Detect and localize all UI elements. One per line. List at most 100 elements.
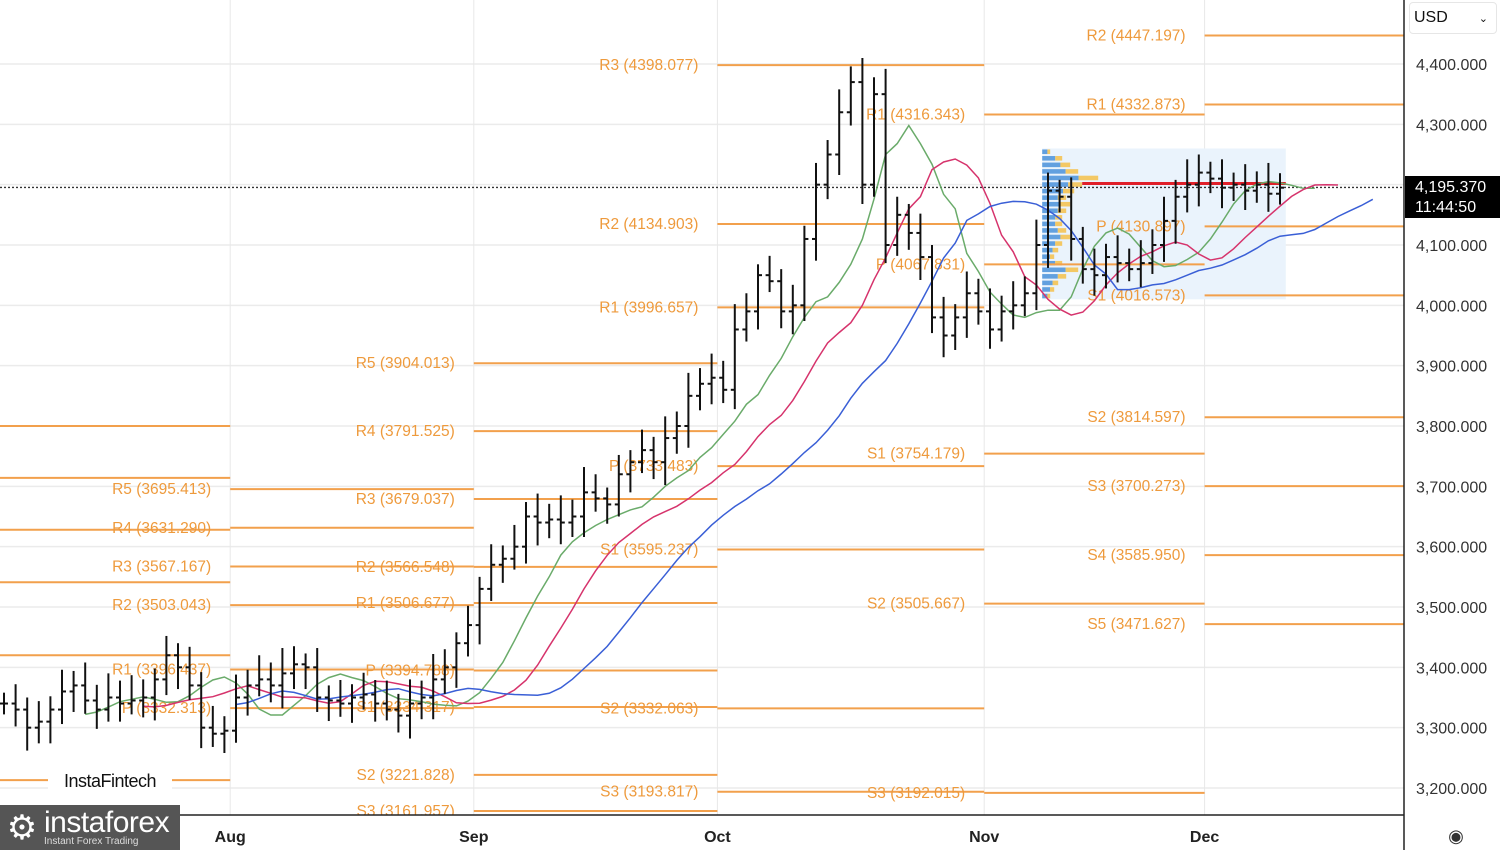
volume-profile-bar-sell (1055, 260, 1063, 266)
ohlc-bar (69, 670, 78, 712)
volume-profile-bar-sell (1068, 182, 1083, 187)
volume-profile-bar (1042, 267, 1066, 273)
ohlc-bar (429, 654, 438, 720)
ohlc-bar (916, 213, 925, 280)
volume-profile-bar-sell (1065, 267, 1079, 273)
ohlc-bar (116, 680, 124, 722)
ohlc-bar (1055, 179, 1064, 213)
pivot-label: R3 (4398.077) (599, 57, 698, 74)
pivot-label: R3 (3567.167) (112, 558, 211, 575)
ohlc-bar (0, 692, 8, 715)
ohlc-bar (23, 697, 32, 751)
volume-profile-bar-sell (1055, 156, 1063, 161)
ohlc-bar (696, 368, 704, 411)
pivot-label: R1 (4316.343) (866, 106, 965, 123)
pivot-label: S4 (3585.950) (1087, 547, 1185, 564)
volume-profile-bar (1042, 149, 1048, 155)
volume-profile-bar (1042, 280, 1053, 286)
ohlc-bar (812, 162, 820, 261)
ohlc-bar (1160, 196, 1168, 262)
volume-profile-bar (1042, 175, 1079, 181)
ohlc-bar (754, 264, 762, 330)
x-tick-label: Sep (459, 829, 489, 846)
y-tick-label: 3,700.000 (1416, 479, 1487, 496)
ohlc-bar (672, 411, 681, 454)
ohlc-bar (243, 669, 252, 716)
ohlc-bar (1218, 159, 1226, 209)
chevron-down-icon: ⌄ (1478, 12, 1488, 25)
ohlc-bar (290, 646, 298, 690)
chart-settings-icon[interactable]: ◉ (1448, 826, 1464, 846)
ohlc-bar (603, 487, 612, 524)
y-tick-label: 4,300.000 (1416, 117, 1487, 134)
ohlc-bar (58, 669, 66, 725)
ohlc-bar (858, 57, 867, 204)
ohlc-bar (1020, 276, 1029, 317)
ohlc-bar (719, 360, 728, 404)
ohlc-bar (823, 140, 832, 200)
ohlc-bar (533, 493, 542, 546)
ohlc-bar (266, 662, 275, 703)
currency-select[interactable]: USD ⌄ (1409, 2, 1497, 34)
pivot-label: S3 (3700.273) (1087, 478, 1185, 495)
ohlc-bar (1206, 161, 1215, 194)
instafintech-watermark: InstaFintech (48, 762, 172, 800)
ohlc-bar (1113, 235, 1122, 283)
ohlc-bar (382, 680, 391, 721)
ohlc-bar (348, 684, 356, 723)
ohlc-bar (893, 196, 902, 256)
ohlc-bar (359, 672, 368, 710)
ohlc-bar (92, 684, 101, 729)
ohlc-bar (475, 576, 484, 645)
volume-profile-bar-sell (1065, 169, 1079, 174)
ohlc-bar (255, 655, 264, 697)
volume-profile-bar-sell (1063, 188, 1075, 194)
pivot-label: S3 (3193.817) (600, 784, 698, 801)
ohlc-bar (1252, 171, 1261, 203)
pivot-label: R1 (3506.677) (356, 595, 455, 612)
pivot-label: R5 (3904.013) (356, 355, 455, 372)
pivot-label: S1 (4016.573) (1087, 287, 1185, 304)
ohlc-bar (1276, 173, 1284, 205)
pivot-label: S1 (3754.179) (867, 446, 965, 463)
ohlc-bar (510, 524, 519, 570)
ohlc-bar (962, 271, 971, 338)
x-tick-label: Oct (704, 829, 731, 846)
ohlc-bar (1032, 219, 1041, 311)
pivot-label: S2 (3814.597) (1087, 409, 1185, 426)
ohlc-bar (568, 499, 577, 538)
ohlc-bar (371, 679, 380, 722)
ohlc-bar (1009, 281, 1018, 330)
volume-profile-bar-sell (1047, 293, 1051, 299)
pivot-label: R5 (3695.413) (112, 481, 211, 498)
volume-profile-bar (1042, 274, 1058, 279)
pivot-label: S3 (3161.957) (357, 803, 455, 820)
ohlc-bar (951, 304, 960, 350)
volume-profile-bar-sell (1057, 274, 1067, 279)
pivot-label: S1 (3334.317) (357, 699, 455, 716)
pivot-label: R1 (3996.657) (599, 299, 698, 316)
ohlc-bar (649, 436, 658, 480)
ohlc-bar (870, 77, 878, 197)
volume-profile-bar (1042, 182, 1069, 187)
ohlc-bar (1067, 177, 1076, 261)
volume-profile-bar-sell (1057, 228, 1067, 233)
ohlc-bar (556, 495, 565, 545)
ohlc-bar (545, 503, 554, 539)
volume-profile-bar-sell (1052, 280, 1059, 286)
ohlc-bar (742, 293, 751, 342)
ohlc-bar (684, 372, 693, 448)
ohlc-bar (1136, 240, 1145, 288)
ohlc-bar (707, 353, 716, 405)
pivot-label: R1 (3396.437) (112, 661, 211, 678)
ohlc-bar (1264, 162, 1273, 212)
pivot-label: R2 (3503.043) (112, 597, 211, 614)
ohlc-bar (881, 68, 890, 264)
ohlc-bar (974, 278, 983, 325)
pivot-label: S2 (3332.063) (600, 700, 698, 717)
ma-line-lips (85, 124, 1315, 716)
ohlc-bar (208, 705, 217, 747)
ohlc-bar (394, 693, 403, 733)
ohlc-bar (765, 255, 774, 293)
